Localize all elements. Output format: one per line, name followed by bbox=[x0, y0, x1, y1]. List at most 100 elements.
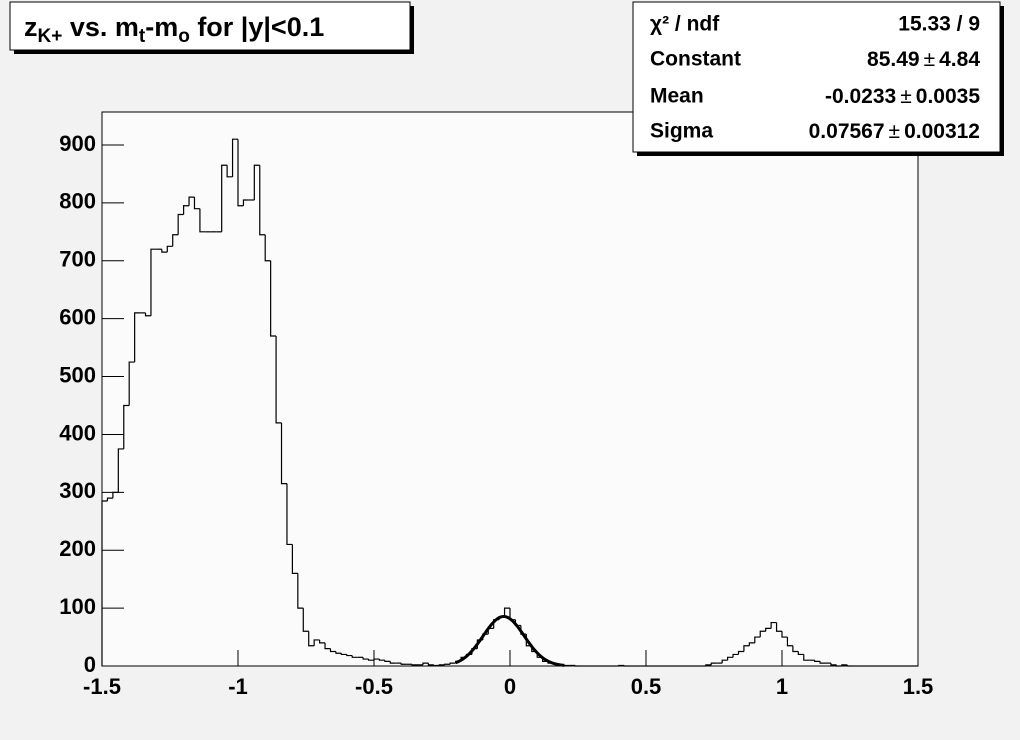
histogram-bin bbox=[438, 664, 445, 666]
histogram-bin bbox=[814, 660, 821, 662]
histogram-bin bbox=[259, 165, 266, 236]
histogram-bin bbox=[313, 639, 320, 646]
histogram-bin bbox=[242, 199, 249, 206]
y-tick-label: 900 bbox=[59, 131, 96, 156]
histogram-bin bbox=[705, 664, 712, 666]
stats-value: 85.49 ±4.84 bbox=[867, 48, 980, 71]
title-part: for |y|<0.1 bbox=[190, 12, 324, 42]
stats-box bbox=[632, 1, 1001, 153]
histogram-bin bbox=[422, 662, 429, 665]
histogram-bin bbox=[444, 663, 451, 665]
fit-curve bbox=[455, 615, 565, 667]
histogram-bin bbox=[117, 448, 124, 493]
stats-label: χ² / ndf bbox=[650, 13, 720, 36]
y-tick-label: 200 bbox=[59, 536, 96, 561]
title-subscript: K+ bbox=[38, 26, 63, 47]
histogram-bin bbox=[732, 653, 739, 658]
histogram-bin bbox=[449, 662, 456, 665]
histogram-bin bbox=[166, 245, 173, 253]
histogram-bin bbox=[797, 651, 804, 656]
stats-label: Sigma bbox=[650, 120, 713, 143]
histogram-bin bbox=[161, 249, 168, 253]
histogram-bin bbox=[781, 631, 788, 638]
stats-separator: ± bbox=[900, 85, 912, 108]
stats-separator: ± bbox=[889, 120, 901, 143]
histogram-bin bbox=[340, 653, 347, 656]
histogram-bin bbox=[188, 196, 195, 206]
histogram-bin bbox=[754, 636, 761, 643]
stats-value: 15.33 / 9 bbox=[898, 13, 980, 36]
title-part: z bbox=[24, 12, 38, 42]
histogram-bin bbox=[308, 631, 315, 647]
histogram-bin bbox=[743, 645, 750, 652]
histogram-bin bbox=[335, 651, 342, 654]
y-tick-label: 300 bbox=[59, 478, 96, 503]
title-part: vs. m bbox=[62, 12, 139, 42]
stats-error: 0.0035 bbox=[916, 85, 981, 108]
histogram-bin bbox=[280, 422, 287, 485]
histogram-bin bbox=[721, 659, 728, 664]
histogram-bin bbox=[286, 483, 293, 546]
histogram-bin bbox=[302, 608, 309, 632]
histogram-bin bbox=[329, 648, 336, 653]
histogram-bin bbox=[574, 665, 581, 667]
histogram-bin bbox=[710, 662, 717, 665]
stats-number: 85.49 bbox=[867, 48, 920, 71]
histogram-bin bbox=[846, 664, 853, 667]
stats-error: 0.00312 bbox=[904, 120, 980, 143]
stats-value: -0.0233 ±0.0035 bbox=[825, 85, 980, 108]
histogram-bin bbox=[297, 573, 304, 609]
histogram-bin bbox=[362, 657, 369, 660]
stats-label: Mean bbox=[650, 85, 704, 108]
histogram-bin bbox=[226, 165, 233, 178]
x-tick-label: -0.5 bbox=[355, 674, 393, 699]
y-tick-label: 400 bbox=[59, 420, 96, 445]
x-tick-label: -1 bbox=[228, 674, 248, 699]
histogram-bin bbox=[373, 658, 380, 661]
y-tick-label: 800 bbox=[59, 189, 96, 214]
histogram-bin bbox=[264, 234, 271, 262]
stats-number: 0.07567 bbox=[809, 120, 885, 143]
histogram-bin bbox=[319, 639, 326, 644]
histogram-bin bbox=[384, 660, 391, 662]
title-part: -m bbox=[145, 12, 178, 42]
histogram-bin bbox=[803, 654, 810, 661]
histogram-bin bbox=[128, 361, 135, 406]
histogram-bin bbox=[618, 664, 625, 667]
histogram-bin bbox=[177, 213, 184, 235]
histogram-bin bbox=[841, 664, 848, 666]
histogram-bin bbox=[351, 655, 358, 658]
histogram-bin bbox=[503, 607, 510, 617]
y-tick-label: 700 bbox=[59, 247, 96, 272]
x-tick-label: 0 bbox=[504, 674, 516, 699]
histogram-bin bbox=[400, 663, 407, 665]
histogram-bin bbox=[770, 621, 777, 629]
histogram-bin bbox=[433, 664, 440, 667]
histogram-bin bbox=[835, 664, 842, 667]
histogram-bin bbox=[389, 661, 396, 664]
title-subscript: o bbox=[178, 26, 190, 47]
stats-value: 0.07567 ±0.00312 bbox=[809, 120, 980, 143]
x-tick-label: -1.5 bbox=[83, 674, 121, 699]
histogram-bin bbox=[324, 642, 331, 650]
histogram-bin bbox=[563, 664, 570, 667]
stats-error: 4.84 bbox=[939, 48, 980, 71]
histogram-bin bbox=[123, 404, 130, 449]
histogram-bin bbox=[737, 650, 744, 655]
histogram-bin bbox=[367, 659, 374, 661]
histogram-bin bbox=[253, 164, 260, 200]
histogram-bin bbox=[819, 661, 826, 664]
histogram-bin bbox=[759, 630, 766, 638]
histogram-bin bbox=[193, 197, 200, 210]
plot-frame bbox=[101, 111, 919, 667]
histogram-bin bbox=[411, 664, 418, 666]
histogram-bin bbox=[134, 312, 141, 363]
histogram-bin bbox=[765, 627, 772, 632]
stats-number: -0.0233 bbox=[825, 85, 896, 108]
histogram-bin bbox=[221, 164, 228, 232]
y-tick-label: 100 bbox=[59, 594, 96, 619]
histogram-bin bbox=[183, 205, 190, 215]
histogram-bin bbox=[101, 500, 108, 666]
